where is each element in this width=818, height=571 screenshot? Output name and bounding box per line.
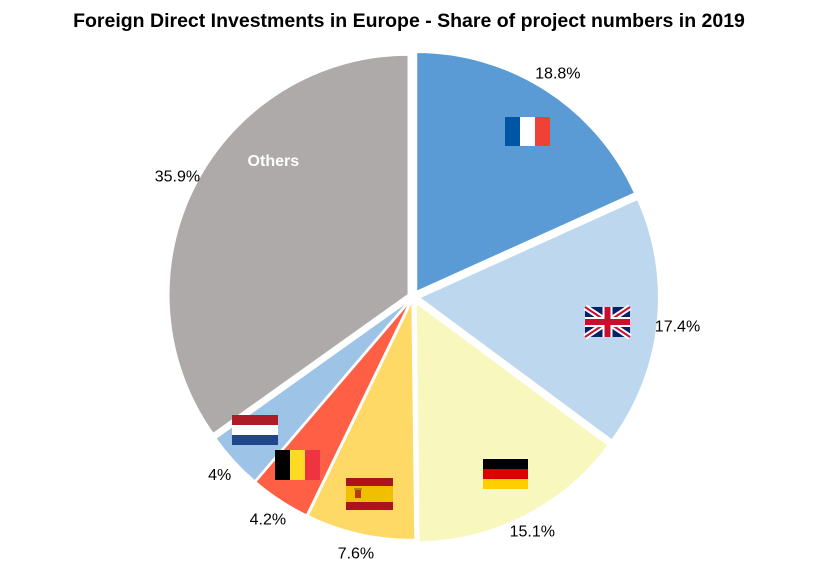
slice-percent-label: 4.2% xyxy=(250,512,286,529)
belgium-flag-icon xyxy=(275,450,320,480)
netherlands-flag-icon xyxy=(232,415,278,445)
slice-percent-label: 35.9% xyxy=(155,169,200,186)
pie-slice xyxy=(167,53,410,436)
uk-flag-icon xyxy=(583,304,632,340)
slice-percent-label: 18.8% xyxy=(535,66,580,83)
slice-inside-label: Others xyxy=(248,153,300,170)
pie-slice xyxy=(414,300,610,544)
pie-slice xyxy=(417,197,660,442)
france-flag-icon xyxy=(505,117,550,146)
slice-percent-label: 4% xyxy=(208,467,231,484)
slice-percent-label: 17.4% xyxy=(655,318,700,335)
germany-flag-icon xyxy=(483,459,528,489)
spain-flag-icon xyxy=(346,478,393,510)
slice-percent-label: 15.1% xyxy=(510,523,555,540)
chart-title: Foreign Direct Investments in Europe - S… xyxy=(73,10,745,32)
slice-percent-label: 7.6% xyxy=(338,546,374,563)
pie-slice xyxy=(415,50,637,294)
